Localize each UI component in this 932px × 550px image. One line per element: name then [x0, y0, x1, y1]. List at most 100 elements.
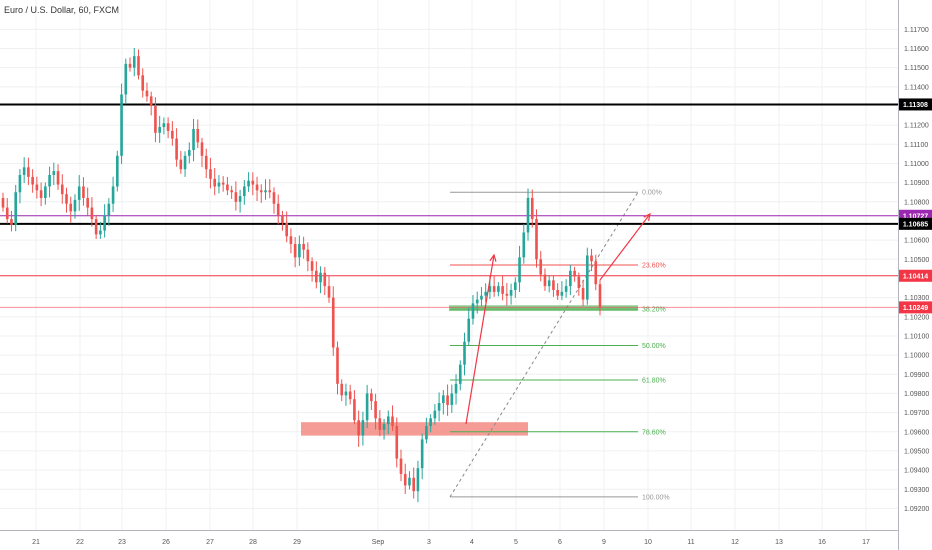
- candle-body: [120, 94, 123, 156]
- y-tick-label: 1.11200: [904, 123, 929, 130]
- candle-body: [416, 468, 420, 492]
- candle-body: [18, 174, 22, 193]
- price-badge-label: 1.10414: [903, 273, 928, 280]
- candle-body: [429, 418, 432, 427]
- candle-body: [27, 167, 30, 177]
- candle-body: [518, 257, 521, 283]
- candle-body: [581, 288, 585, 300]
- y-tick-label: 1.10900: [904, 180, 929, 187]
- x-tick-label: 12: [731, 539, 739, 546]
- candle-body: [268, 190, 272, 193]
- candle-body: [192, 128, 195, 151]
- candle-body: [259, 190, 263, 193]
- candle-body: [492, 286, 496, 292]
- candle-body: [514, 282, 517, 290]
- y-tick-label: 1.11400: [904, 84, 929, 91]
- candle-body: [264, 190, 267, 193]
- x-tick-label: 3: [427, 539, 431, 546]
- support-zone[interactable]: [301, 422, 528, 436]
- candle-body: [378, 418, 382, 430]
- fib-level-label: 61.80%: [642, 378, 666, 385]
- price-badge-label: 1.11308: [903, 102, 928, 109]
- candle-body: [577, 276, 581, 289]
- y-tick-label: 1.09900: [904, 372, 929, 379]
- fib-level-label: 23.60%: [642, 263, 666, 270]
- x-tick-label: 27: [206, 539, 214, 546]
- candle-body: [149, 96, 153, 106]
- candle-body: [505, 293, 509, 296]
- fib-38-zone[interactable]: [449, 305, 638, 312]
- candle-body: [281, 215, 284, 223]
- candle-body: [107, 203, 111, 216]
- candle-body: [128, 63, 132, 68]
- candle-body: [535, 219, 538, 260]
- price-badge: [899, 269, 932, 282]
- candle-body: [35, 184, 39, 191]
- candle-body: [310, 261, 314, 271]
- candle-body: [90, 207, 94, 220]
- candle-body: [560, 291, 564, 296]
- candle-body: [247, 180, 250, 187]
- y-tick-label: 1.11500: [904, 65, 929, 72]
- y-tick-label: 1.10000: [904, 353, 929, 360]
- y-tick-label: 1.10600: [904, 238, 929, 245]
- candle-body: [331, 297, 335, 348]
- candle-body: [573, 270, 576, 277]
- candle-body: [209, 169, 212, 179]
- candle-body: [221, 182, 225, 185]
- candle-body: [484, 291, 487, 296]
- candle-body: [463, 341, 466, 365]
- fib-level-label: 50.00%: [642, 343, 666, 350]
- candle-body: [547, 280, 551, 287]
- price-badge-label: 1.10249: [903, 305, 928, 312]
- candle-body: [137, 56, 140, 76]
- candle-body: [365, 393, 369, 421]
- candle-body: [179, 159, 183, 170]
- candle-body: [357, 420, 360, 436]
- x-tick-label: 9: [602, 539, 606, 546]
- candle-body: [391, 416, 394, 427]
- candle-body: [285, 222, 288, 237]
- x-tick-label: 11: [687, 539, 694, 546]
- candle-body: [395, 426, 399, 459]
- candle-body: [569, 270, 572, 287]
- candle-body: [52, 171, 56, 175]
- candle-body: [77, 186, 81, 200]
- candle-body: [238, 196, 242, 202]
- candle-body: [1, 197, 5, 208]
- candle-body: [488, 286, 492, 292]
- candle-body: [255, 184, 259, 191]
- candle-body: [86, 197, 89, 208]
- candle-body: [22, 167, 26, 175]
- candle-body: [226, 184, 229, 191]
- fib-level-label: 100.00%: [642, 494, 670, 501]
- candle-body: [243, 186, 246, 197]
- candle-body: [69, 203, 73, 212]
- candle-body: [65, 194, 68, 204]
- price-badge-label: 1.10685: [903, 221, 928, 228]
- candle-body: [154, 105, 157, 133]
- candle-body: [293, 243, 297, 258]
- candle-body: [141, 75, 145, 91]
- candle-body: [124, 63, 128, 95]
- price-badge: [899, 217, 932, 230]
- x-tick-label: 13: [775, 539, 783, 546]
- chart-title: Euro / U.S. Dollar, 60, FXCM: [4, 5, 120, 15]
- drawn-arrow-up-1[interactable]: [465, 254, 495, 425]
- drawn-arrow-up-2-head: [643, 212, 651, 221]
- drawn-arrow-up-2[interactable]: [599, 213, 651, 281]
- y-tick-label: 1.10300: [904, 295, 929, 302]
- candle-body: [187, 150, 191, 156]
- y-tick-label: 1.09800: [904, 391, 929, 398]
- y-tick-label: 1.09500: [904, 448, 929, 455]
- fib-level-label: 38.20%: [642, 307, 666, 314]
- y-tick-label: 1.11700: [904, 27, 929, 34]
- candle-body: [594, 261, 598, 285]
- candle-body: [175, 138, 178, 160]
- candle-body: [412, 477, 416, 492]
- x-tick-label: 21: [32, 539, 40, 546]
- candle-body: [564, 286, 568, 292]
- x-tick-label: 29: [293, 539, 301, 546]
